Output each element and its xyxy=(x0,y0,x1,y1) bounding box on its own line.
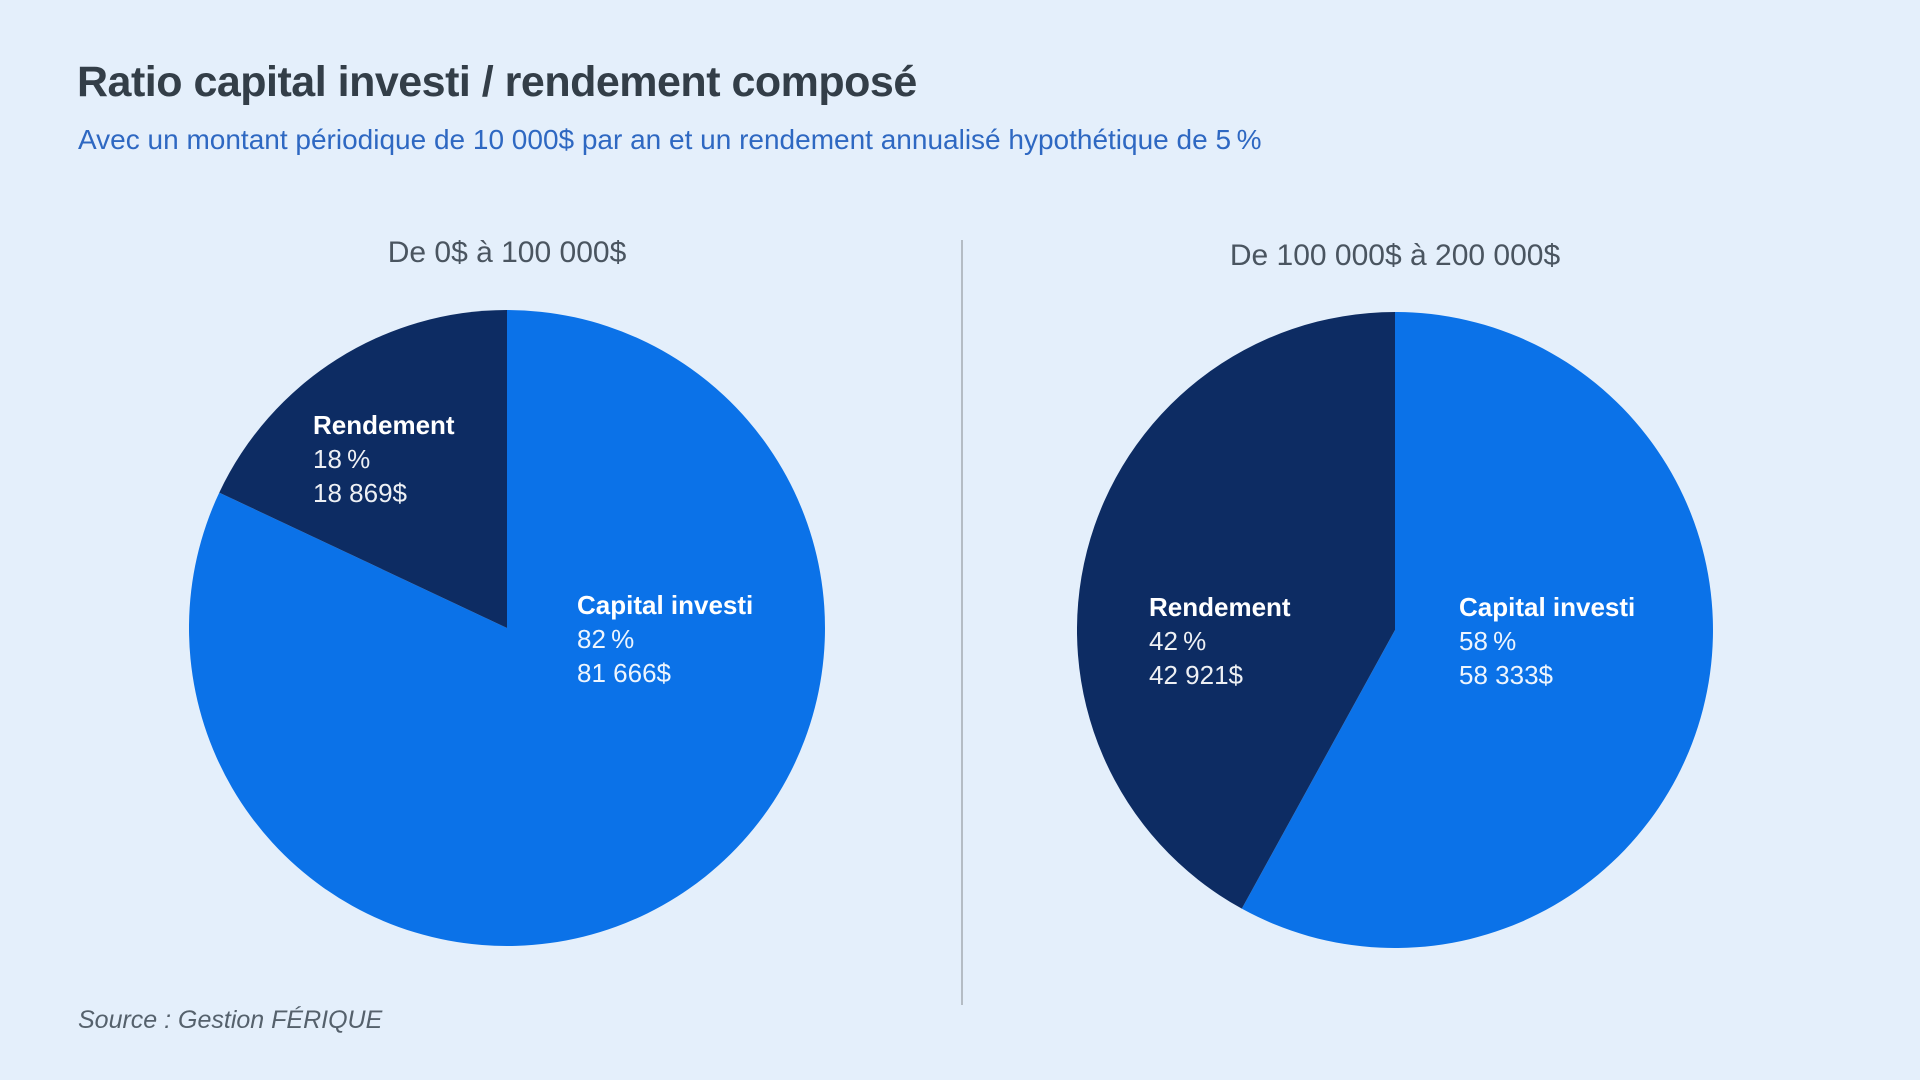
slice-amount: 18 869$ xyxy=(313,478,407,508)
pie-slice-capital-investi xyxy=(189,310,825,946)
slice-name: Rendement xyxy=(1149,592,1291,622)
pie-slice-rendement xyxy=(219,310,507,628)
right-capital-investi-label: Capital investi 58 % 58 333$ xyxy=(1459,590,1635,692)
slice-name: Rendement xyxy=(313,410,455,440)
slice-amount: 42 921$ xyxy=(1149,660,1243,690)
page-title: Ratio capital investi / rendement compos… xyxy=(77,58,917,106)
left-capital-investi-label: Capital investi 82 % 81 666$ xyxy=(577,588,753,690)
page-subtitle: Avec un montant périodique de 10 000$ pa… xyxy=(78,124,1262,155)
slice-name: Capital investi xyxy=(1459,592,1636,622)
pie-chart-left xyxy=(189,310,825,946)
pie-slice-rendement xyxy=(1077,312,1395,909)
slice-amount: 81 666$ xyxy=(577,658,671,688)
pie-chart-right xyxy=(1077,312,1713,948)
slice-name: Capital investi xyxy=(577,590,754,620)
slice-percent: 42 % xyxy=(1149,626,1207,656)
slice-percent: 58 % xyxy=(1459,626,1517,656)
source-text: Source : Gestion FÉRIQUE xyxy=(78,1006,383,1034)
slice-percent: 82 % xyxy=(577,624,635,654)
left-rendement-label: Rendement 18 % 18 869$ xyxy=(313,408,455,510)
slice-percent: 18 % xyxy=(313,444,371,474)
right-chart-title: De 100 000$ à 200 000$ xyxy=(1229,239,1561,272)
vertical-divider xyxy=(961,240,963,1005)
right-rendement-label: Rendement 42 % 42 921$ xyxy=(1149,590,1291,692)
pie-slice-capital-investi xyxy=(1241,312,1713,948)
left-chart-title: De 0$ à 100 000$ xyxy=(387,236,627,269)
slice-amount: 58 333$ xyxy=(1459,660,1553,690)
